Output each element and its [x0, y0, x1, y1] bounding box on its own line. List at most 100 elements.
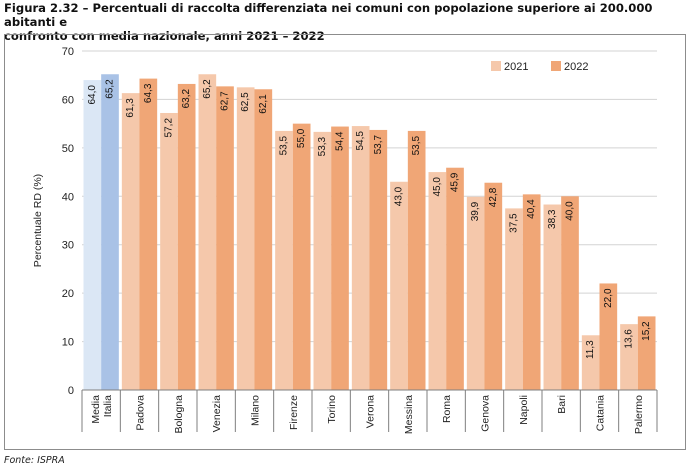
bar — [484, 182, 503, 390]
bar — [351, 126, 370, 391]
bar — [139, 78, 158, 391]
bar — [83, 80, 102, 391]
y-tick-label: 30 — [62, 240, 74, 252]
bar — [466, 196, 485, 390]
x-tick-label-line: Genova — [480, 395, 492, 432]
x-tick-label-line: Palermo — [633, 395, 645, 434]
x-tick-label: Bari — [556, 395, 568, 414]
data-label: 39,9 — [470, 201, 481, 221]
y-tick-label: 40 — [62, 191, 74, 203]
x-tick-label-line: Verona — [365, 395, 377, 428]
data-label: 43,0 — [394, 186, 405, 206]
data-label: 42,8 — [488, 187, 499, 207]
data-label: 64,3 — [143, 83, 154, 103]
x-tick-label: Bologna — [173, 395, 185, 434]
bar — [198, 74, 217, 390]
x-tick-label-line: Catania — [595, 395, 607, 431]
data-label: 53,3 — [317, 136, 328, 156]
x-tick-label: Napoli — [518, 395, 530, 425]
x-tick-label-line: Milano — [250, 395, 262, 426]
data-label: 15,2 — [641, 321, 652, 341]
x-tick-label-line: Firenze — [288, 395, 300, 430]
x-tick-label: Catania — [595, 395, 607, 431]
data-label: 37,5 — [509, 213, 520, 233]
bar — [599, 283, 618, 390]
data-label: 62,5 — [240, 92, 251, 112]
data-label: 64,0 — [87, 85, 98, 105]
bar — [407, 130, 426, 390]
bar — [561, 196, 579, 390]
legend-label: 2022 — [564, 61, 588, 73]
data-label: 11,3 — [585, 340, 596, 359]
legend-swatch — [551, 61, 561, 71]
chart-frame: 0 10 20 30 40 50 60 70 Percentuale RD (%) 64,0 65,… — [4, 34, 686, 450]
data-label: 40,0 — [565, 201, 576, 221]
bar — [369, 129, 388, 390]
data-label: 53,5 — [411, 135, 422, 155]
bar — [160, 112, 178, 390]
x-tick-label: Milano — [250, 395, 262, 426]
x-tick-label: Verona — [365, 395, 377, 428]
x-tick-label: Genova — [480, 395, 492, 432]
bar — [331, 126, 349, 390]
bar — [236, 87, 255, 391]
source-note: Fonte: ISPRA — [4, 455, 65, 466]
data-label: 61,3 — [125, 98, 136, 118]
legend-label: 2021 — [504, 61, 528, 73]
y-tick-label: 50 — [62, 143, 74, 155]
data-label: 53,5 — [279, 135, 290, 155]
bar — [216, 86, 234, 391]
legend-swatch — [491, 61, 501, 71]
x-tick-label: Venezia — [211, 395, 223, 433]
y-tick-label: 10 — [62, 337, 74, 349]
data-label: 38,3 — [547, 209, 558, 229]
x-tick-label-line: Media — [90, 395, 102, 424]
x-tick-label: Padova — [135, 395, 147, 431]
x-tick-label-line: Torino — [326, 395, 338, 424]
x-tick-label: Firenze — [288, 395, 300, 430]
y-tick-labels: 0 10 20 30 40 50 60 70 — [62, 46, 74, 397]
x-tick-labels: MediaItalia Padova Bologna Venezia Milano Fir… — [90, 395, 645, 434]
data-label: 63,2 — [181, 88, 192, 108]
bar — [101, 74, 119, 390]
data-labels: 64,0 65,2 61,3 64,3 57,2 63,2 65,2 62,7 62,5 62,1… — [87, 79, 652, 359]
bar-chart: 0 10 20 30 40 50 60 70 Percentuale RD (%) 64,0 65,… — [32, 46, 658, 434]
figure-title-line-2: confronto con media nazionale, anni 2021… — [4, 29, 325, 43]
bar — [275, 130, 293, 390]
bars — [83, 74, 656, 391]
data-label: 55,0 — [296, 128, 307, 148]
bar — [637, 316, 656, 390]
y-tick-label: 70 — [62, 46, 74, 58]
bar — [121, 93, 140, 390]
bar — [581, 335, 600, 390]
bar — [177, 83, 196, 390]
data-label: 65,2 — [202, 79, 213, 99]
x-tick-label-line: Napoli — [518, 395, 530, 425]
bar — [428, 172, 447, 390]
x-tick-label-line: Italia — [102, 395, 114, 417]
y-axis-label: Percentuale RD (%) — [32, 174, 44, 267]
x-tick-label-line: Messina — [403, 395, 415, 434]
x-tick-label-line: Bologna — [173, 395, 185, 434]
bar — [446, 167, 464, 390]
data-label: 62,7 — [220, 91, 231, 111]
data-label: 45,0 — [432, 177, 443, 197]
x-tick-label: Torino — [326, 395, 338, 424]
data-label: 54,5 — [355, 131, 366, 151]
data-label: 45,9 — [450, 172, 461, 192]
bar — [254, 89, 273, 390]
x-tick-label-line: Venezia — [211, 395, 223, 433]
data-label: 57,2 — [164, 118, 175, 138]
bar — [313, 131, 332, 390]
x-tick-label: Roma — [441, 395, 453, 423]
x-tick-label-line: Roma — [441, 395, 453, 423]
data-label: 13,6 — [624, 329, 635, 349]
bar — [620, 324, 638, 390]
figure-title: Figura 2.32 – Percentuali di raccolta di… — [4, 1, 688, 43]
x-tick-label-line: Bari — [556, 395, 568, 414]
data-label: 53,7 — [373, 135, 384, 155]
data-label: 22,0 — [603, 288, 614, 308]
x-tick-label: MediaItalia — [90, 395, 114, 424]
bar — [505, 208, 523, 390]
y-tick-label: 0 — [68, 385, 74, 397]
